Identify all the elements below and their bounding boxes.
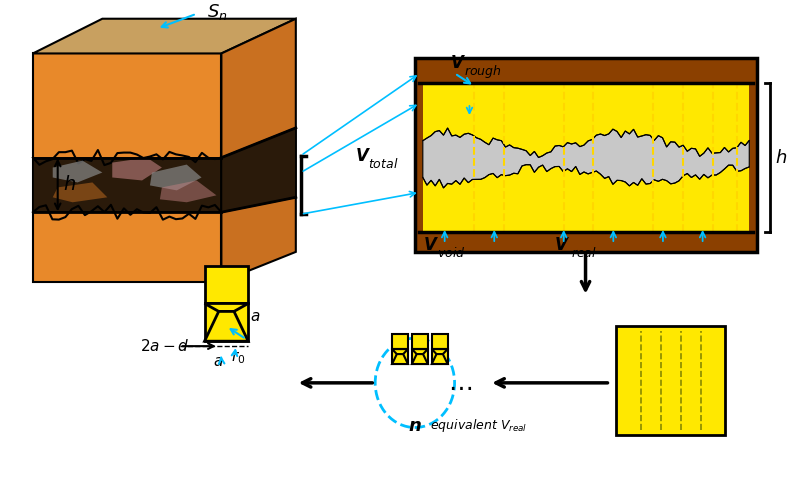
Bar: [392, 349, 408, 364]
Polygon shape: [112, 157, 162, 181]
Text: equivalent $V_{real}$: equivalent $V_{real}$: [430, 417, 527, 434]
Text: $\boldsymbol{V}$: $\boldsymbol{V}$: [355, 147, 371, 165]
Text: $\mathit{rough}$: $\mathit{rough}$: [465, 63, 502, 80]
Polygon shape: [392, 354, 408, 364]
Polygon shape: [423, 128, 750, 188]
Text: $\boldsymbol{V}$: $\boldsymbol{V}$: [554, 236, 570, 254]
Polygon shape: [222, 128, 296, 212]
Polygon shape: [432, 349, 448, 354]
Bar: [205, 266, 248, 304]
Bar: [616, 326, 726, 435]
Polygon shape: [205, 304, 248, 311]
Text: $\mathit{real}$: $\mathit{real}$: [570, 246, 597, 260]
Polygon shape: [160, 181, 217, 202]
Text: $\mathit{total}$: $\mathit{total}$: [368, 156, 398, 171]
Text: $h$: $h$: [62, 176, 76, 194]
Polygon shape: [412, 349, 428, 354]
Polygon shape: [432, 354, 448, 364]
Bar: [423, 83, 750, 232]
Polygon shape: [150, 165, 202, 190]
Bar: [432, 349, 448, 364]
Bar: [392, 334, 408, 349]
Polygon shape: [53, 183, 107, 202]
Text: $\mathit{a}$: $\mathit{a}$: [214, 354, 224, 369]
Bar: [415, 59, 757, 252]
Text: $\cdots$: $\cdots$: [447, 375, 471, 399]
Text: $\mathit{r_0}$: $\mathit{r_0}$: [231, 350, 246, 367]
Polygon shape: [222, 19, 296, 281]
Text: $\boldsymbol{V}$: $\boldsymbol{V}$: [450, 54, 466, 72]
Polygon shape: [412, 354, 428, 364]
Text: $h$: $h$: [775, 149, 787, 167]
Polygon shape: [53, 160, 102, 183]
Text: $2a-d$: $2a-d$: [140, 338, 190, 354]
Polygon shape: [33, 157, 222, 212]
Bar: [432, 334, 448, 349]
Bar: [412, 334, 428, 349]
Text: $\mathit{a}$: $\mathit{a}$: [250, 309, 261, 324]
Polygon shape: [33, 54, 222, 281]
Text: $\mathit{void}$: $\mathit{void}$: [437, 246, 466, 260]
Text: $\boldsymbol{V}$: $\boldsymbol{V}$: [423, 236, 438, 254]
Polygon shape: [205, 311, 248, 341]
Bar: [412, 349, 428, 364]
Text: $\boldsymbol{n}$: $\boldsymbol{n}$: [408, 417, 422, 434]
Polygon shape: [392, 349, 408, 354]
Bar: [205, 304, 248, 341]
Polygon shape: [33, 19, 296, 54]
Text: $\boldsymbol{S_n}$: $\boldsymbol{S_n}$: [206, 2, 227, 22]
